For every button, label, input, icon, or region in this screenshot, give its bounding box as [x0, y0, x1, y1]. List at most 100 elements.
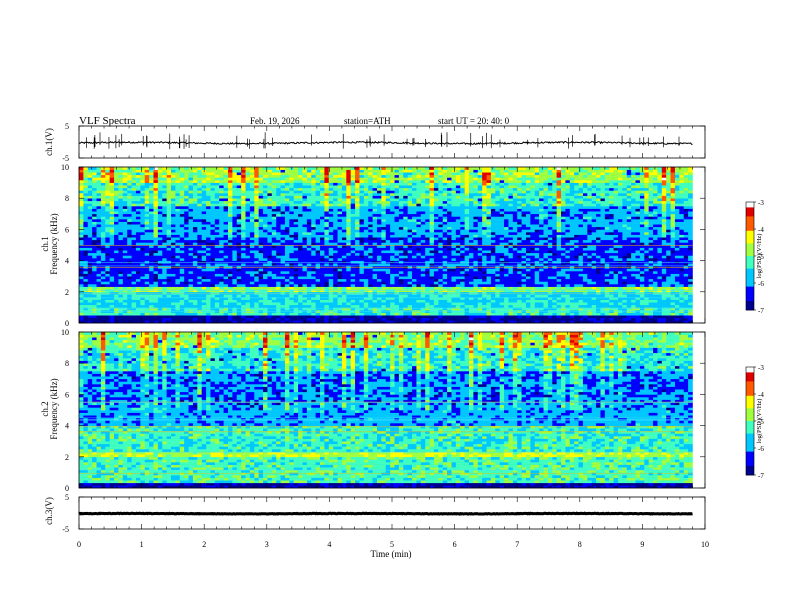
spectrogram-cell	[469, 271, 474, 274]
spectrogram-cell	[674, 315, 680, 319]
spectrogram-cell	[490, 252, 496, 256]
spectrogram-cell	[254, 317, 259, 321]
spectrogram-cell	[192, 250, 198, 254]
spectrogram-cell	[306, 250, 312, 254]
spectrogram-cell	[534, 263, 540, 267]
spectrogram-cell	[412, 268, 417, 272]
spectrogram-cell	[609, 276, 614, 280]
spectrogram-cell	[490, 299, 496, 303]
spectrogram-cell	[587, 245, 592, 248]
spectrogram-cell	[83, 294, 89, 298]
spectrogram-cell	[359, 237, 365, 241]
spectrogram-cell	[306, 299, 312, 303]
spectrogram-cell	[144, 304, 150, 308]
spectrogram-cell	[460, 291, 465, 295]
spectrogram-cell	[179, 255, 185, 259]
spectrogram-cell	[683, 247, 689, 251]
spectrogram-cell	[144, 307, 150, 311]
spectrogram-cell	[315, 258, 321, 261]
spectrogram-cell	[661, 250, 667, 254]
spectrogram-cell	[341, 239, 347, 243]
spectrogram-cell	[192, 273, 198, 277]
spectrogram-cell	[635, 304, 641, 308]
spectrogram-cell	[276, 242, 281, 246]
spectrogram-cell	[679, 273, 685, 277]
spectrogram-cell	[306, 291, 312, 295]
spectrogram-cell	[679, 268, 685, 272]
spectrogram-cell	[149, 278, 154, 282]
spectrogram-cell	[140, 271, 146, 274]
spectrogram-cell	[223, 252, 229, 256]
spectrogram-cell	[460, 317, 465, 321]
station-label: station=ATH	[344, 116, 391, 126]
spectrogram-cell	[420, 265, 426, 269]
spectrogram-cell	[298, 281, 303, 285]
spectrogram-cell	[653, 255, 658, 259]
spectrogram-cell	[556, 307, 562, 311]
spectrogram-cell	[447, 278, 452, 282]
spectrogram-cell	[140, 278, 146, 282]
spectrogram-cell	[455, 281, 461, 285]
spectrogram-cell	[639, 276, 645, 280]
spectrogram-cell	[267, 268, 273, 272]
spectrogram-cell	[499, 315, 505, 319]
spectrogram-cell	[92, 312, 97, 316]
spectrogram-cell	[201, 302, 207, 306]
spectrogram-cell	[280, 247, 286, 251]
spectrogram-cell	[350, 284, 356, 287]
spectrogram-cell	[153, 294, 159, 298]
spectrogram-cell	[574, 317, 579, 321]
spectrogram-cell	[254, 263, 259, 267]
spectrogram-cell	[227, 250, 233, 254]
spectrogram-cell	[166, 242, 172, 246]
spectrogram-cell	[320, 299, 325, 303]
spectrogram-cell	[631, 234, 636, 238]
spectrogram-cell	[355, 232, 360, 235]
spectrogram-cell	[587, 284, 592, 287]
spectrogram-cell	[346, 255, 351, 259]
spectrogram-cell	[385, 286, 391, 290]
spectrogram-cell	[416, 302, 422, 306]
spectrogram-cell	[617, 291, 623, 295]
spectrogram-cell	[499, 307, 505, 311]
spectrogram-cell	[578, 320, 584, 324]
spectrogram-cell	[315, 291, 321, 295]
spectrogram-cell	[306, 234, 312, 238]
spectrogram-cell	[521, 320, 527, 324]
spectrogram-cell	[223, 281, 229, 285]
spectrogram-cell	[96, 273, 102, 277]
spectrogram-cell	[96, 320, 102, 324]
spectrogram-cell	[153, 317, 159, 321]
spectrogram-cell	[271, 268, 277, 272]
spectrogram-cell	[328, 284, 334, 287]
spectrogram-cell	[385, 297, 391, 300]
start-time-label: start UT = 20: 40: 0	[438, 116, 510, 126]
spectrogram-cell	[574, 247, 579, 251]
spectrogram-cell	[214, 271, 220, 274]
spectrogram-cell	[96, 294, 102, 298]
spectrogram-cell	[188, 315, 194, 319]
spectrogram-cell	[100, 234, 106, 238]
spectrogram-cell	[144, 315, 150, 319]
spectrogram-cell	[679, 255, 685, 259]
spectrogram-cell	[289, 291, 295, 295]
spectrogram-cell	[512, 258, 518, 261]
spectrogram-cell	[355, 268, 360, 272]
spectrogram-cell	[324, 304, 330, 308]
spectrogram-cell	[447, 247, 452, 251]
spectrogram-cell	[600, 284, 606, 287]
spectrogram-cell	[670, 242, 676, 246]
spectrogram-cell	[674, 291, 680, 295]
spectrogram-cell	[425, 302, 430, 306]
spectrogram-cell	[635, 268, 641, 272]
spectrogram-cell	[245, 247, 251, 251]
spectrogram-cell	[385, 294, 391, 298]
spectrogram-cell	[416, 320, 422, 324]
spectrogram-cell	[298, 247, 303, 251]
spectrogram-cell	[157, 255, 163, 259]
spectrogram-cell	[171, 273, 176, 277]
spectrogram-cell	[381, 237, 387, 241]
spectrogram-cell	[429, 271, 435, 274]
spectrogram-cell	[657, 299, 663, 303]
